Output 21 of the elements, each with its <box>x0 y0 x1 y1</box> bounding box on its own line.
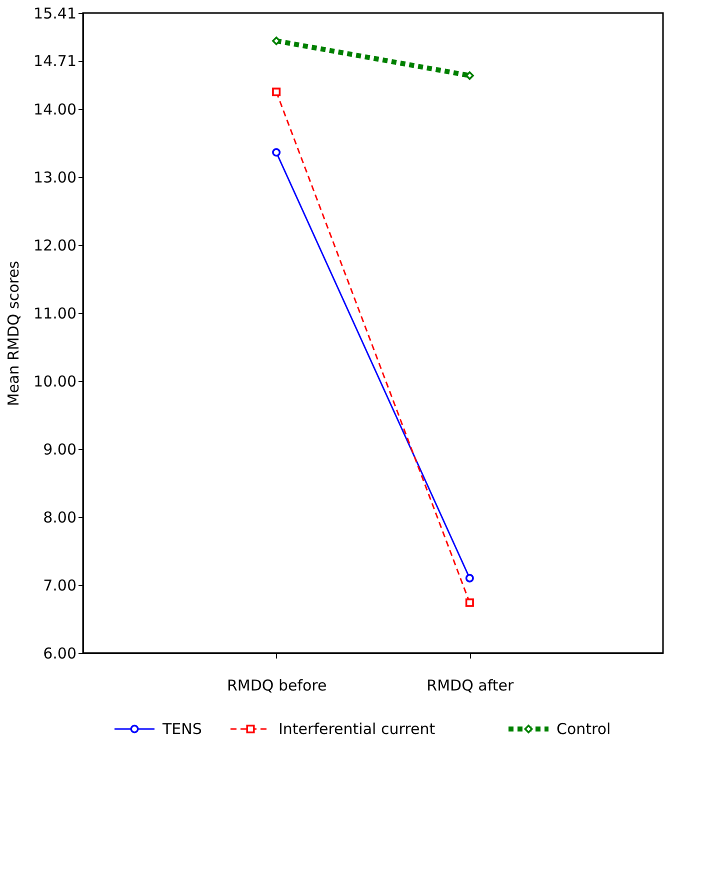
legend-label: Interferential current <box>278 720 436 738</box>
y-tick-label: 13.00 <box>34 168 76 186</box>
x-tick-label: RMDQ before <box>226 676 327 694</box>
legend-label: Control <box>556 720 611 738</box>
y-tick-label: 14.71 <box>34 52 76 70</box>
point <box>272 88 281 96</box>
x-tick-label: RMDQ after <box>426 676 514 694</box>
legend-label: TENS <box>162 720 202 738</box>
point <box>272 148 281 157</box>
y-tick-label: 10.00 <box>34 372 76 390</box>
y-tick-label: 6.00 <box>43 644 76 662</box>
y-tick-label: 14.00 <box>34 100 76 118</box>
y-axis-title: Mean RMDQ scores <box>4 260 23 406</box>
point <box>465 598 474 607</box>
y-tick-label: 15.41 <box>34 4 76 22</box>
y-tick-label: 7.00 <box>43 576 76 594</box>
y-tick-label: 12.00 <box>34 236 76 254</box>
point <box>465 574 474 582</box>
y-tick-label: 8.00 <box>43 508 76 526</box>
y-tick-label: 9.00 <box>43 440 76 458</box>
y-tick-label: 11.00 <box>34 304 76 322</box>
